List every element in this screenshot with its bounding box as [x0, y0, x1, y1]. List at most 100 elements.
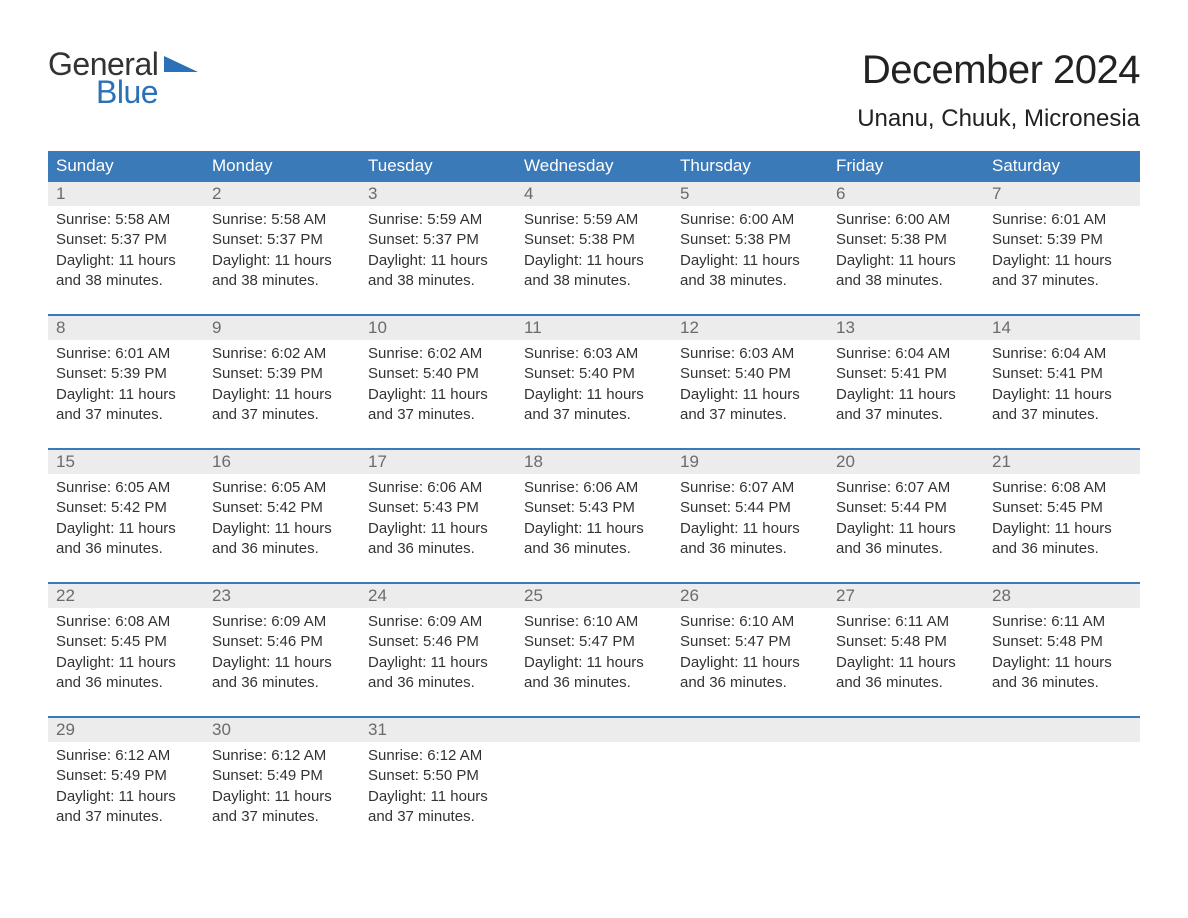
weekday-header: Thursday — [672, 151, 828, 182]
day-body: Sunrise: 6:00 AMSunset: 5:38 PMDaylight:… — [828, 206, 984, 291]
sunrise-line: Sunrise: 6:06 AM — [524, 478, 664, 498]
sunset-line: Sunset: 5:47 PM — [524, 632, 664, 652]
day-number-row: 5 — [672, 182, 828, 206]
sunset-line: Sunset: 5:44 PM — [680, 498, 820, 518]
calendar-day: 9Sunrise: 6:02 AMSunset: 5:39 PMDaylight… — [204, 316, 360, 442]
sunrise-line: Sunrise: 6:03 AM — [524, 344, 664, 364]
day-body: Sunrise: 6:07 AMSunset: 5:44 PMDaylight:… — [828, 474, 984, 559]
logo-text-blue: Blue — [96, 76, 198, 108]
calendar-day — [828, 718, 984, 844]
day-body: Sunrise: 6:11 AMSunset: 5:48 PMDaylight:… — [828, 608, 984, 693]
calendar-day — [516, 718, 672, 844]
day-number: 21 — [992, 452, 1011, 471]
daylight-line: Daylight: 11 hours and 36 minutes. — [368, 519, 508, 560]
daylight-line: Daylight: 11 hours and 36 minutes. — [56, 653, 196, 694]
sunset-line: Sunset: 5:37 PM — [368, 230, 508, 250]
calendar-week: 22 Sunrise: 6:08 AMSunset: 5:45 PMDayligh… — [48, 582, 1140, 710]
sunset-line: Sunset: 5:45 PM — [56, 632, 196, 652]
day-body: Sunrise: 5:59 AMSunset: 5:38 PMDaylight:… — [516, 206, 672, 291]
sunset-line: Sunset: 5:39 PM — [56, 364, 196, 384]
day-number: 25 — [524, 586, 543, 605]
day-body: Sunrise: 6:01 AMSunset: 5:39 PMDaylight:… — [48, 340, 204, 425]
sunrise-line: Sunrise: 5:59 AM — [368, 210, 508, 230]
calendar-day: 24Sunrise: 6:09 AMSunset: 5:46 PMDayligh… — [360, 584, 516, 710]
sunrise-line: Sunrise: 6:01 AM — [992, 210, 1132, 230]
day-number-row: 7 — [984, 182, 1140, 206]
sunset-line: Sunset: 5:38 PM — [524, 230, 664, 250]
sunrise-line: Sunrise: 6:00 AM — [836, 210, 976, 230]
day-number-row: 30 — [204, 718, 360, 742]
sunrise-line: Sunrise: 6:06 AM — [368, 478, 508, 498]
day-number: 11 — [524, 318, 542, 337]
sunset-line: Sunset: 5:48 PM — [836, 632, 976, 652]
day-number-row: 1 — [48, 182, 204, 206]
day-number-row: 26 — [672, 584, 828, 608]
daylight-line: Daylight: 11 hours and 38 minutes. — [368, 251, 508, 292]
calendar-day: 26Sunrise: 6:10 AMSunset: 5:47 PMDayligh… — [672, 584, 828, 710]
day-number-row: 20 — [828, 450, 984, 474]
day-number-row — [828, 718, 984, 742]
day-number-row: 12 — [672, 316, 828, 340]
calendar-day: 1Sunrise: 5:58 AMSunset: 5:37 PMDaylight… — [48, 182, 204, 308]
day-number-row: 6 — [828, 182, 984, 206]
sunset-line: Sunset: 5:37 PM — [212, 230, 352, 250]
day-number: 12 — [680, 318, 699, 337]
sunrise-line: Sunrise: 6:11 AM — [836, 612, 976, 632]
sunrise-line: Sunrise: 6:10 AM — [524, 612, 664, 632]
sunset-line: Sunset: 5:42 PM — [56, 498, 196, 518]
sunset-line: Sunset: 5:39 PM — [212, 364, 352, 384]
day-number: 22 — [56, 586, 75, 605]
sunset-line: Sunset: 5:46 PM — [212, 632, 352, 652]
day-number: 2 — [212, 184, 221, 203]
daylight-line: Daylight: 11 hours and 38 minutes. — [836, 251, 976, 292]
daylight-line: Daylight: 11 hours and 36 minutes. — [836, 519, 976, 560]
calendar-day: 4Sunrise: 5:59 AMSunset: 5:38 PMDaylight… — [516, 182, 672, 308]
calendar-day: 8Sunrise: 6:01 AMSunset: 5:39 PMDaylight… — [48, 316, 204, 442]
day-number-row: 2 — [204, 182, 360, 206]
calendar-day: 19Sunrise: 6:07 AMSunset: 5:44 PMDayligh… — [672, 450, 828, 576]
daylight-line: Daylight: 11 hours and 37 minutes. — [56, 787, 196, 828]
day-body: Sunrise: 6:12 AMSunset: 5:49 PMDaylight:… — [204, 742, 360, 827]
weekday-header: Wednesday — [516, 151, 672, 182]
sunrise-line: Sunrise: 6:00 AM — [680, 210, 820, 230]
day-number — [992, 720, 997, 739]
daylight-line: Daylight: 11 hours and 37 minutes. — [212, 385, 352, 426]
day-number: 28 — [992, 586, 1011, 605]
day-body: Sunrise: 6:08 AMSunset: 5:45 PMDaylight:… — [48, 608, 204, 693]
sunset-line: Sunset: 5:39 PM — [992, 230, 1132, 250]
weekday-header: Monday — [204, 151, 360, 182]
sunset-line: Sunset: 5:40 PM — [524, 364, 664, 384]
day-number — [680, 720, 685, 739]
sunset-line: Sunset: 5:40 PM — [680, 364, 820, 384]
logo-triangle-icon — [164, 52, 198, 76]
day-number: 15 — [56, 452, 75, 471]
daylight-line: Daylight: 11 hours and 36 minutes. — [212, 653, 352, 694]
daylight-line: Daylight: 11 hours and 37 minutes. — [992, 251, 1132, 292]
weekday-header: Friday — [828, 151, 984, 182]
calendar-day: 17Sunrise: 6:06 AMSunset: 5:43 PMDayligh… — [360, 450, 516, 576]
sunset-line: Sunset: 5:38 PM — [836, 230, 976, 250]
day-body: Sunrise: 6:06 AMSunset: 5:43 PMDaylight:… — [516, 474, 672, 559]
calendar-day: 16Sunrise: 6:05 AMSunset: 5:42 PMDayligh… — [204, 450, 360, 576]
daylight-line: Daylight: 11 hours and 37 minutes. — [368, 787, 508, 828]
day-number-row: 8 — [48, 316, 204, 340]
day-body: Sunrise: 6:04 AMSunset: 5:41 PMDaylight:… — [984, 340, 1140, 425]
sunset-line: Sunset: 5:43 PM — [524, 498, 664, 518]
sunrise-line: Sunrise: 6:12 AM — [212, 746, 352, 766]
calendar-day: 15 Sunrise: 6:05 AMSunset: 5:42 PMDayligh… — [48, 450, 204, 576]
day-number-row: 18 — [516, 450, 672, 474]
sunset-line: Sunset: 5:37 PM — [56, 230, 196, 250]
day-body: Sunrise: 6:05 AMSunset: 5:42 PMDaylight:… — [48, 474, 204, 559]
daylight-line: Daylight: 11 hours and 36 minutes. — [524, 653, 664, 694]
sunrise-line: Sunrise: 6:12 AM — [56, 746, 196, 766]
day-body: Sunrise: 6:02 AMSunset: 5:39 PMDaylight:… — [204, 340, 360, 425]
sunset-line: Sunset: 5:41 PM — [992, 364, 1132, 384]
weekday-header: Sunday — [48, 151, 204, 182]
calendar-day: 6Sunrise: 6:00 AMSunset: 5:38 PMDaylight… — [828, 182, 984, 308]
day-number-row: 24 — [360, 584, 516, 608]
sunrise-line: Sunrise: 6:09 AM — [212, 612, 352, 632]
daylight-line: Daylight: 11 hours and 36 minutes. — [992, 653, 1132, 694]
day-number-row: 22 — [48, 584, 204, 608]
day-body: Sunrise: 5:58 AMSunset: 5:37 PMDaylight:… — [204, 206, 360, 291]
daylight-line: Daylight: 11 hours and 38 minutes. — [212, 251, 352, 292]
